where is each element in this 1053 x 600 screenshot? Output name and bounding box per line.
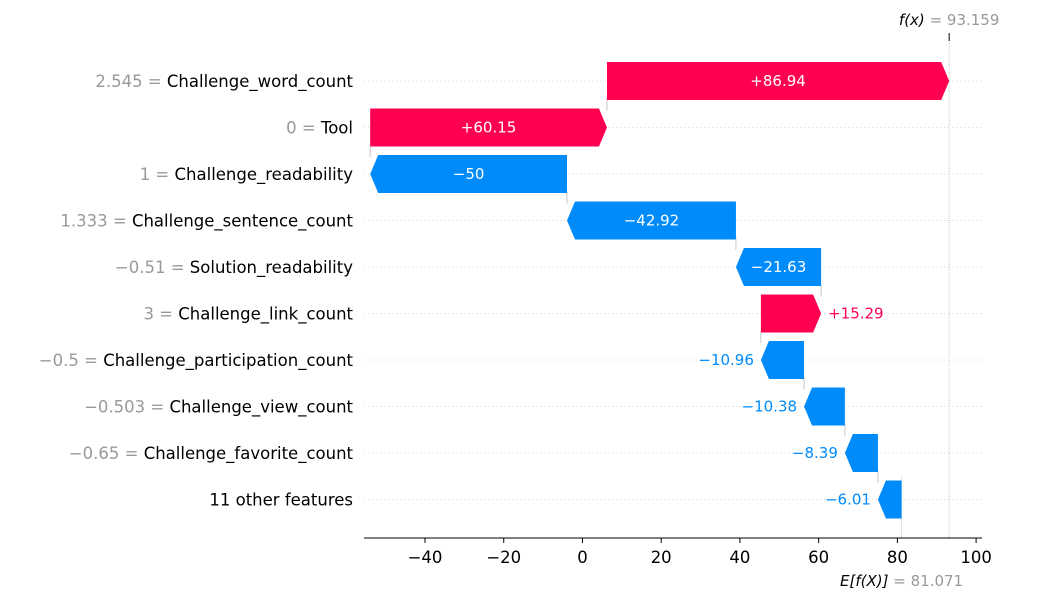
feature-label: −0.65 = Challenge_favorite_count (69, 444, 354, 464)
feature-value: −0.5 = (39, 351, 103, 370)
feature-label: −0.503 = Challenge_view_count (84, 398, 353, 418)
x-tick-label: 20 (651, 548, 672, 567)
feature-label: 0 = Tool (286, 119, 353, 138)
feature-name: Tool (320, 119, 353, 138)
feature-label: 3 = Challenge_link_count (143, 305, 353, 325)
bar-value-label: −6.01 (825, 491, 871, 509)
feature-name: Challenge_readability (175, 165, 354, 185)
feature-value: 3 = (143, 305, 178, 324)
bar-value-label: +60.15 (461, 119, 517, 137)
bar (370, 155, 567, 193)
feature-name: Solution_readability (190, 258, 353, 278)
feature-name: Challenge_favorite_count (144, 444, 354, 464)
x-tick-label: −20 (486, 548, 521, 567)
feature-name: Challenge_sentence_count (132, 212, 354, 232)
efx-label: E[f(X)] = 81.071 (840, 572, 963, 590)
x-tick-label: 100 (960, 548, 992, 567)
feature-value: 1 = (140, 165, 175, 184)
bar (844, 434, 878, 472)
feature-name: Challenge_link_count (178, 305, 353, 325)
bar-value-label: +86.94 (750, 72, 806, 90)
bar-value-label: −8.39 (792, 444, 838, 462)
bar-value-label: −10.38 (742, 398, 798, 416)
feature-value: 0 = (286, 119, 321, 138)
feature-labels: 2.545 = Challenge_word_count 0 = Tool 1 = … (39, 72, 354, 510)
feature-name: Challenge_word_count (167, 72, 354, 92)
feature-label: −0.51 = Solution_readability (115, 258, 353, 278)
feature-value: 2.545 = (95, 72, 167, 91)
bar-value-label: −50 (453, 165, 485, 183)
x-tick-label: 40 (729, 548, 750, 567)
bar (760, 341, 805, 379)
bar (760, 294, 822, 333)
feature-value: 1.333 = (60, 212, 132, 231)
x-tick-label: 80 (887, 548, 908, 567)
bar (877, 480, 902, 519)
feature-name: Challenge_participation_count (103, 351, 353, 371)
bar (804, 387, 845, 426)
bar (735, 248, 822, 286)
bars: +86.94 +60.15 −50 −42.92 −21.63 +15.29 −10.96 −… (370, 62, 950, 519)
efx-annotation: E[f(X)] = 81.071 (840, 572, 963, 590)
feature-label: 2.545 = Challenge_word_count (95, 72, 353, 92)
x-axis: −40 −20 0 20 40 60 80 100 (364, 537, 992, 567)
feature-label: −0.5 = Challenge_participation_count (39, 351, 354, 371)
x-tick-label: −40 (408, 548, 443, 567)
bar-value-label: +15.29 (828, 305, 884, 323)
bar-value-label: −42.92 (624, 212, 680, 230)
feature-label: 1 = Challenge_readability (140, 165, 354, 185)
feature-value: −0.51 = (115, 258, 190, 277)
feature-label: 1.333 = Challenge_sentence_count (60, 212, 353, 232)
bar-value-label: −21.63 (751, 258, 807, 276)
bar (566, 201, 736, 240)
feature-name: Challenge_view_count (169, 398, 353, 418)
feature-value: −0.65 = (69, 444, 144, 463)
bar (606, 62, 950, 100)
feature-label: 11 other features (209, 491, 353, 510)
bar (370, 108, 607, 147)
bar-value-label: −10.96 (698, 351, 754, 369)
feature-name: 11 other features (209, 491, 353, 510)
x-tick-label: 60 (808, 548, 829, 567)
x-tick-label: 0 (577, 548, 588, 567)
fx-label: f(x) = 93.159 (899, 11, 999, 29)
fx-annotation: f(x) = 93.159 (899, 11, 999, 41)
feature-value: −0.503 = (84, 398, 169, 417)
